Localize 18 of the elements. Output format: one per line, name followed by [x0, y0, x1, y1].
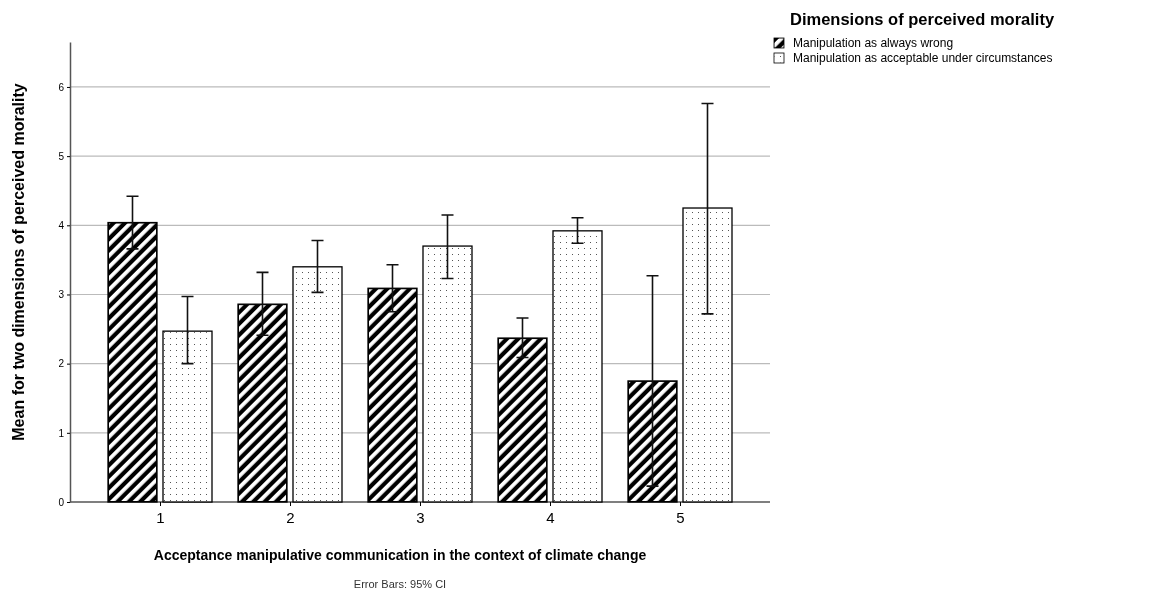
y-tick-label: 6 [58, 81, 65, 93]
legend-label: Manipulation as acceptable under circumstances [793, 51, 1053, 65]
x-axis-title: Acceptance manipulative communication in the context of climate change [153, 547, 647, 563]
y-tick-label: 4 [58, 220, 65, 232]
y-tick-label: 5 [58, 150, 65, 162]
text: Error Bars: 95% CI [353, 578, 447, 590]
legend-label: Manipulation as always wrong [793, 36, 954, 50]
x-tick-label: 3 [416, 508, 425, 526]
legend-title: Dimensions of perceived morality [790, 10, 1055, 28]
y-tick-label: 3 [58, 289, 65, 301]
y-tick-label: 2 [58, 358, 65, 370]
y-tick-label: 1 [58, 427, 65, 439]
x-tick-label: 1 [156, 508, 165, 526]
y-axis-title: Mean for two dimensions of perceived morality [10, 83, 27, 441]
x-tick-label: 2 [286, 508, 295, 526]
x-tick-label: 5 [676, 508, 685, 526]
x-tick-label: 4 [546, 508, 555, 526]
y-tick-label: 0 [58, 496, 65, 508]
